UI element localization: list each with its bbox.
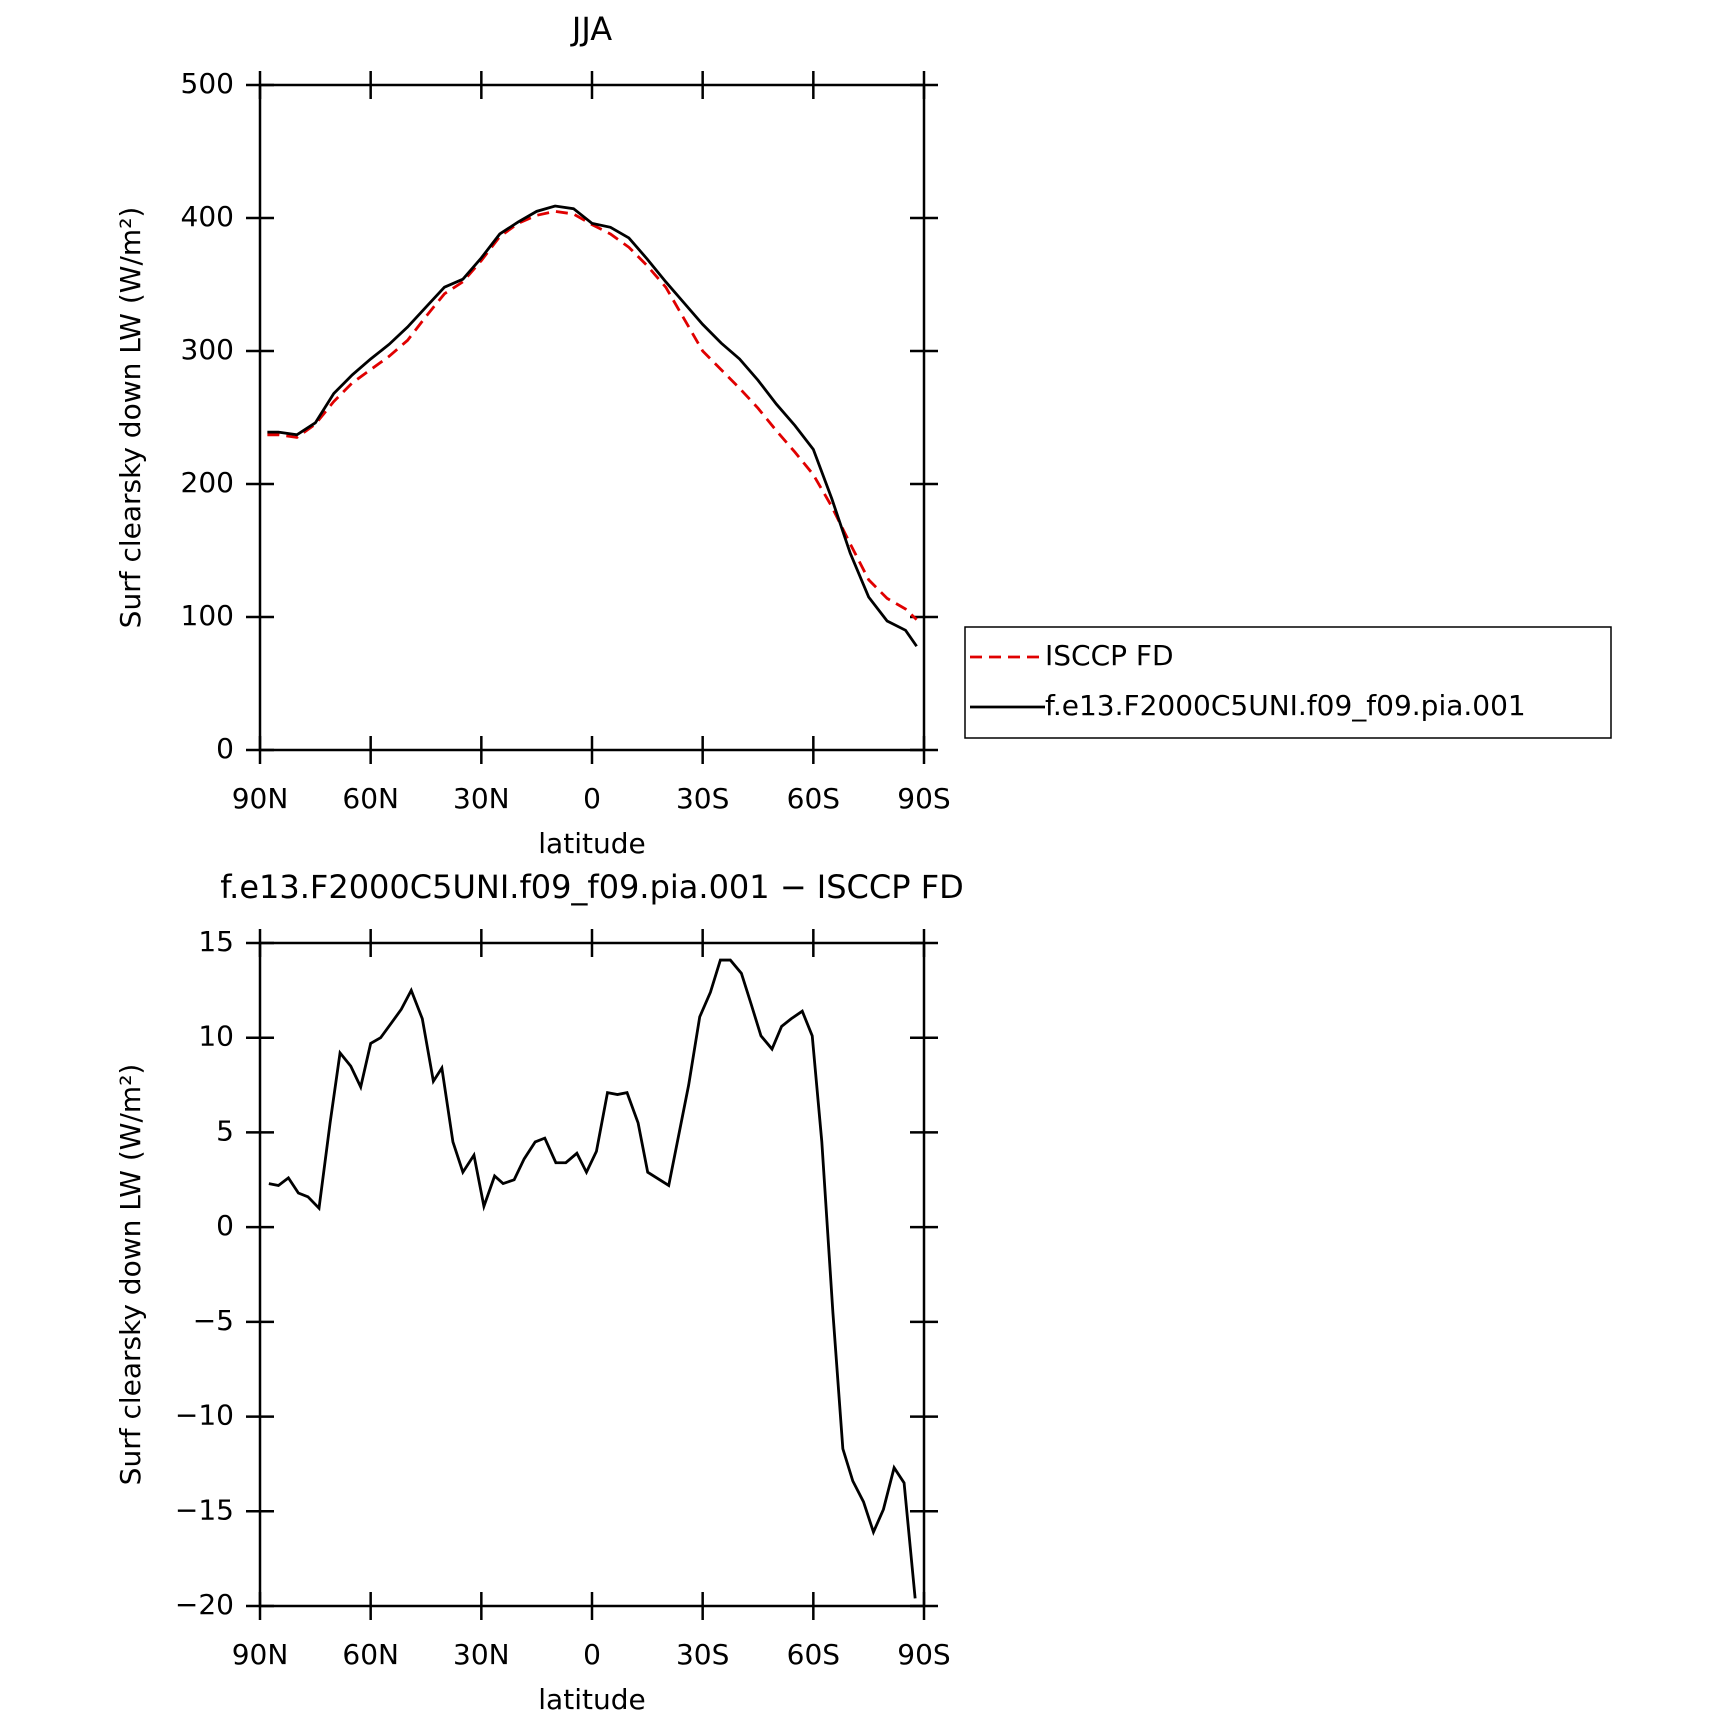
y-tick-label: 400 [181,200,234,233]
data-line [267,209,918,621]
x-tick-label: 90S [897,1638,950,1671]
plot-frame [258,941,926,1608]
y-tick-label: 300 [181,333,234,366]
x-tick-label: 60N [342,1638,399,1671]
y-tick-label: −15 [175,1493,234,1526]
data-line [267,204,918,648]
y-tick-label: 500 [181,67,234,100]
y-tick-label: 200 [181,466,234,499]
x-axis-label: latitude [538,1683,645,1712]
y-tick-label: −10 [175,1399,234,1432]
y-tick-label: 0 [216,1209,234,1242]
x-tick-label: 60S [787,782,840,815]
y-tick-label: 15 [198,925,234,958]
x-tick-label: 30N [453,782,510,815]
x-tick-label: 90N [232,782,289,815]
x-tick-label: 30S [676,782,729,815]
y-tick-label: 0 [216,732,234,765]
legend-label: f.e13.F2000C5UNI.f09_f09.pia.001 [1045,689,1526,722]
legend-label: ISCCP FD [1045,639,1174,672]
y-axis-label: Surf clearsky down LW (W/m²) [114,207,147,629]
y-tick-label: 100 [181,599,234,632]
y-tick-label: −20 [175,1588,234,1621]
y-tick-label: −5 [193,1304,234,1337]
x-tick-label: 30S [676,1638,729,1671]
x-tick-label: 0 [583,782,601,815]
x-tick-label: 0 [583,1638,601,1671]
x-axis-label: latitude [538,827,645,860]
legend-box [964,626,1612,739]
chart-title: f.e13.F2000C5UNI.f09_f09.pia.001 − ISCCP… [220,868,964,906]
plot-frame [258,83,926,752]
x-tick-label: 60S [787,1638,840,1671]
y-axis-label: Surf clearsky down LW (W/m²) [114,1064,147,1486]
chart-title: JJA [570,10,612,48]
x-tick-label: 90S [897,782,950,815]
data-line [268,958,917,1599]
x-tick-label: 30N [453,1638,510,1671]
y-tick-label: 10 [198,1020,234,1053]
x-tick-label: 90N [232,1638,289,1671]
x-tick-label: 60N [342,782,399,815]
y-tick-label: 5 [216,1114,234,1147]
